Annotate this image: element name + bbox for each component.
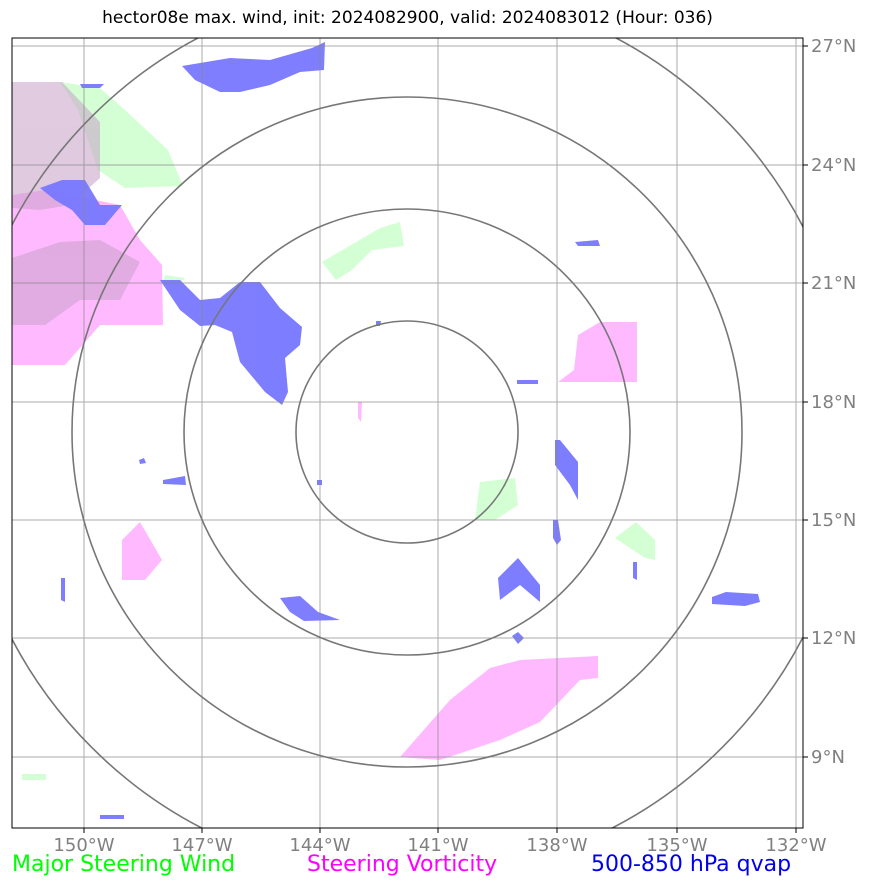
qvap-patch (100, 815, 124, 819)
qvap-patch (555, 440, 578, 500)
qvap-layer (40, 42, 760, 819)
qvap-patch (280, 596, 340, 621)
steering-wind-layer (22, 82, 655, 780)
qvap-patch (517, 380, 538, 384)
axis-ticks (83, 45, 808, 833)
lon-label: 144°W (289, 835, 350, 856)
lon-label: 135°W (646, 835, 707, 856)
lat-label: 15°N (811, 510, 856, 531)
lon-labels: 150°W 147°W 144°W 141°W 138°W 135°W 132°… (53, 835, 826, 856)
wind-patch (60, 82, 183, 188)
qvap-patch (498, 558, 540, 602)
range-ring-1 (295, 320, 519, 544)
qvap-patch (61, 578, 65, 602)
qvap-patch (712, 592, 760, 606)
wind-patch (322, 222, 404, 280)
lon-label: 147°W (171, 835, 232, 856)
qvap-patch (575, 240, 600, 246)
legend-qvap: 500-850 hPa qvap (591, 852, 792, 877)
vorticity-patch (558, 322, 637, 382)
lat-label: 27°N (811, 36, 856, 57)
legend-steering-vorticity: Steering Vorticity (307, 852, 498, 877)
legend-steering-wind: Major Steering Wind (12, 852, 236, 877)
plot-frame (11, 37, 804, 829)
lon-label: 138°W (526, 835, 587, 856)
lat-label: 21°N (811, 273, 856, 294)
qvap-patch (633, 562, 637, 580)
range-ring-3 (71, 96, 743, 768)
qvap-patch (160, 280, 302, 405)
range-ring-2 (183, 208, 631, 656)
range-rings (12, 38, 803, 828)
qvap-patch (139, 458, 146, 464)
lat-labels: 27°N 24°N 21°N 18°N 15°N 12°N 9°N (811, 36, 856, 768)
lon-label: 141°W (407, 835, 468, 856)
map-title: hector08e max. wind, init: 2024082900, v… (102, 8, 713, 28)
vorticity-patch (400, 656, 598, 760)
lon-label: 132°W (765, 835, 826, 856)
lat-label: 12°N (811, 628, 856, 649)
qvap-patch (40, 180, 122, 225)
vorticity-patch (358, 402, 362, 422)
lat-label: 24°N (811, 155, 856, 176)
field-layers (12, 38, 803, 828)
lat-label: 18°N (811, 392, 856, 413)
qvap-patch (163, 476, 186, 485)
lon-label: 150°W (53, 835, 114, 856)
qvap-patch (182, 42, 325, 92)
overlap-patch (12, 82, 100, 210)
wind-patch (615, 522, 655, 560)
vorticity-patch (122, 522, 162, 580)
qvap-patch (80, 84, 104, 88)
wind-patch (22, 774, 46, 780)
lat-label: 9°N (811, 747, 845, 768)
